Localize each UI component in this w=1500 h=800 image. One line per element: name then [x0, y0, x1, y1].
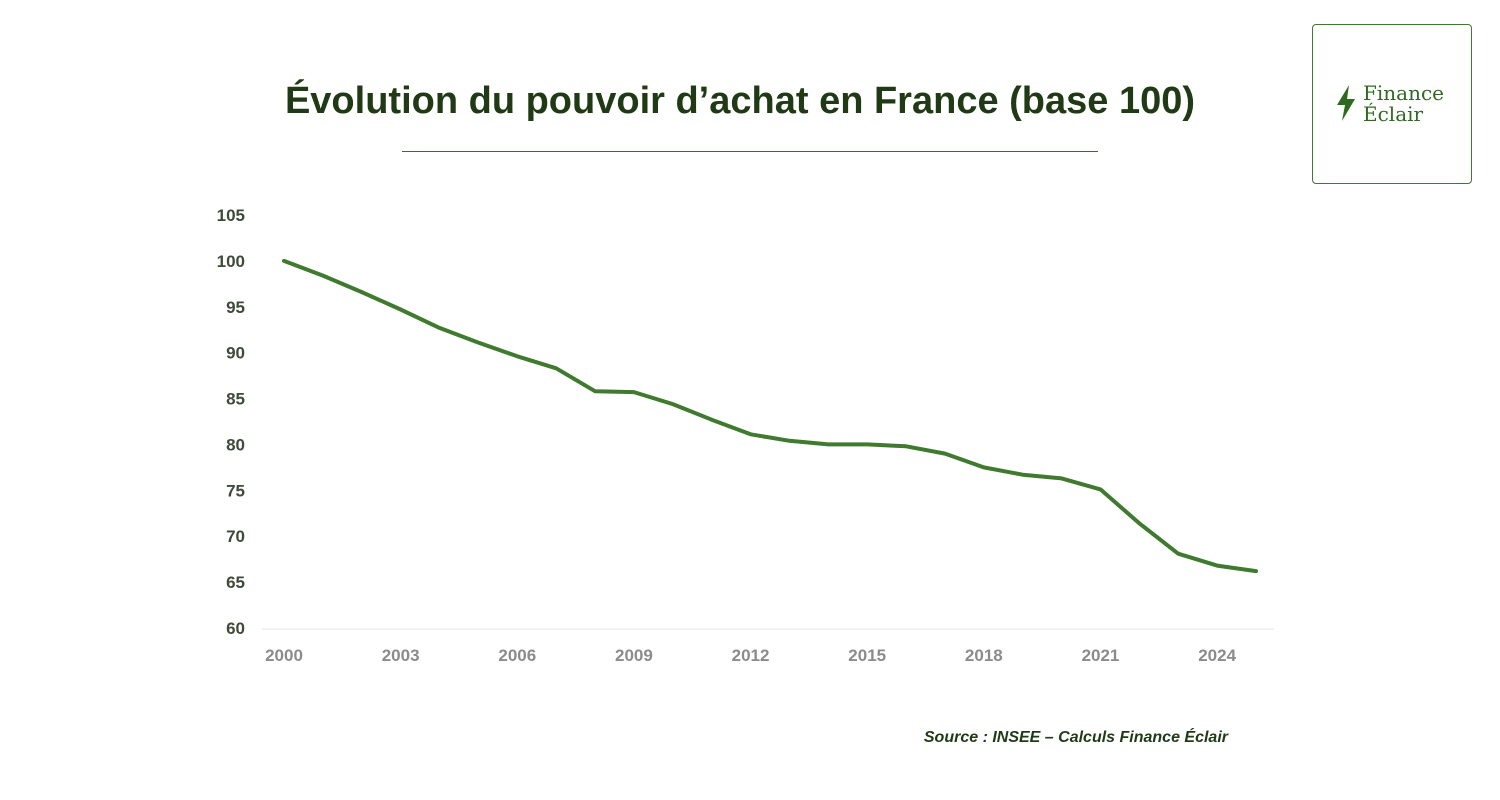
x-tick-label: 2003: [382, 646, 420, 665]
x-tick-label: 2000: [265, 646, 303, 665]
x-tick-label: 2009: [615, 646, 653, 665]
x-tick-label: 2012: [732, 646, 770, 665]
y-tick-label: 75: [226, 481, 245, 500]
x-tick-label: 2021: [1082, 646, 1120, 665]
source-note: Source : INSEE – Calculs Finance Éclair: [923, 729, 1228, 746]
logo-line-2: Éclair: [1363, 102, 1424, 126]
y-tick-label: 90: [226, 344, 245, 363]
x-tick-label: 2006: [498, 646, 536, 665]
y-tick-label: 85: [226, 390, 245, 409]
y-tick-label: 70: [226, 527, 245, 546]
x-tick-label: 2015: [848, 646, 886, 665]
logo-line-1: Finance: [1363, 81, 1444, 105]
x-tick-label: 2024: [1198, 646, 1236, 665]
y-tick-label: 95: [226, 298, 245, 317]
finance-eclair-logo: Finance Éclair: [1312, 24, 1472, 184]
y-tick-label: 60: [226, 619, 245, 638]
title-divider: [402, 151, 1098, 152]
y-tick-label: 65: [226, 573, 245, 592]
y-tick-label: 80: [226, 435, 245, 454]
y-tick-label: 100: [217, 252, 245, 271]
x-tick-label: 2018: [965, 646, 1003, 665]
series-line: [282, 258, 1258, 574]
logo-text: Finance Éclair: [1363, 83, 1444, 125]
chart-title: Évolution du pouvoir d’achat en France (…: [284, 80, 1196, 122]
lightning-bolt-icon: [1337, 85, 1355, 121]
y-tick-label: 105: [217, 206, 245, 225]
